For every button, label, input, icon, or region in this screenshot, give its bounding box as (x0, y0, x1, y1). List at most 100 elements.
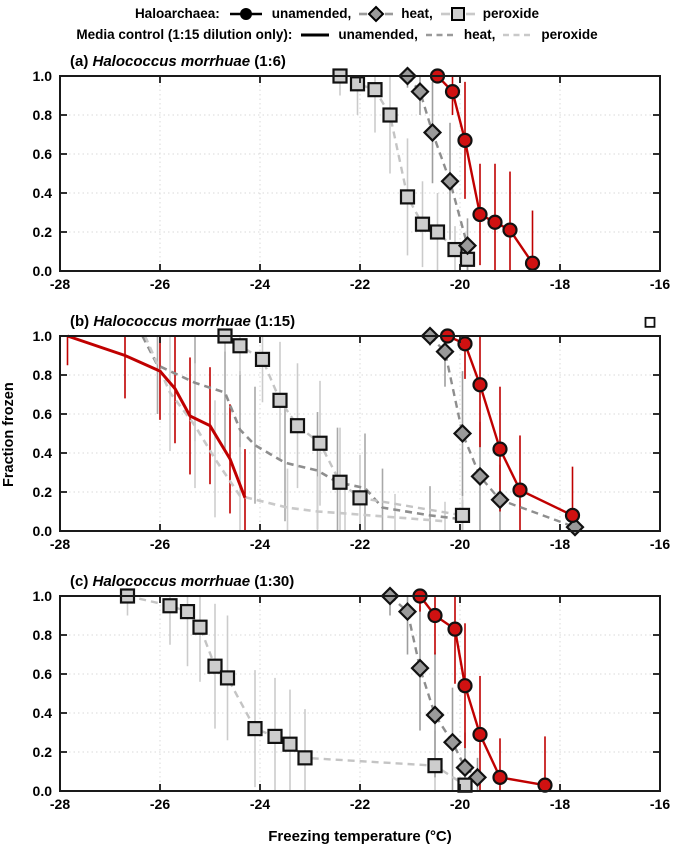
svg-text:1.0: 1.0 (33, 328, 53, 344)
panel-title: (a) Halococcus morrhuae (1:6) (70, 53, 286, 70)
line-media-peroxide (143, 335, 446, 523)
peroxide-point (367, 82, 383, 98)
peroxide-point (162, 598, 178, 614)
y-tick-labels: 0.0 0.2 0.4 0.6 0.8 1.0 (33, 68, 53, 279)
heat-point (457, 236, 478, 256)
unamended-point (502, 222, 518, 238)
unamended-marker-icon (227, 6, 265, 22)
unamended-point (537, 777, 553, 793)
panels: -28 -26 -24 -22 -20 -18 -16 0.0 0.2 0.4 0.6 0.8 1.0 (… (0, 50, 674, 830)
svg-text:0.0: 0.0 (33, 783, 53, 799)
peroxide-point (247, 721, 263, 737)
svg-text:0.8: 0.8 (33, 367, 53, 383)
peroxide-point (312, 435, 328, 451)
legend-label-media-heat: heat, (463, 27, 496, 42)
peroxide-point (297, 750, 313, 766)
svg-text:1.0: 1.0 (33, 588, 53, 604)
peroxide-point (427, 758, 443, 774)
peroxide-point (272, 392, 288, 408)
peroxide-point (232, 338, 248, 354)
peroxide-point (447, 241, 463, 258)
panel-a-chart: -28 -26 -24 -22 -20 -18 -16 0.0 0.2 0.4 0.6 0.8 1.0 (… (33, 53, 671, 292)
line-unamended (419, 595, 546, 787)
line-media-unamended (67, 334, 247, 499)
svg-text:-18: -18 (550, 796, 570, 812)
svg-text:-16: -16 (650, 796, 670, 812)
heat-point (410, 658, 430, 678)
stray-open-square-marker (644, 316, 656, 328)
unamended-point (524, 255, 541, 271)
svg-text:-20: -20 (450, 276, 470, 292)
svg-text:0.0: 0.0 (33, 523, 53, 539)
heat-point (490, 490, 510, 510)
svg-text:0.4: 0.4 (33, 445, 53, 461)
heat-point (470, 466, 490, 486)
heat-point (442, 732, 463, 752)
heat-point (452, 423, 473, 444)
gray-dashed-line-icon (425, 27, 457, 43)
markers-unamended (429, 68, 541, 271)
svg-text:-18: -18 (550, 276, 570, 292)
unamended-point (512, 482, 528, 498)
y-axis-label: Fraction frozen (1, 382, 17, 488)
svg-text:0.4: 0.4 (33, 185, 53, 201)
legend-title-haloarchaea: Haloarchaea: (134, 6, 220, 21)
heat-point (467, 767, 488, 787)
heat-point (435, 342, 455, 362)
line-peroxide (127, 594, 466, 787)
markers-peroxide (217, 328, 471, 523)
panel-title: (b) Halococcus morrhuae (1:15) (70, 313, 295, 330)
legend: Haloarchaea: unamended, heat, peroxide M… (0, 0, 674, 53)
svg-text:-22: -22 (350, 536, 370, 552)
heat-point (397, 602, 418, 622)
svg-text:0.8: 0.8 (33, 107, 53, 123)
heat-point (425, 705, 445, 725)
legend-label-media-unamended: unamended, (338, 27, 418, 42)
peroxide-point (179, 603, 196, 620)
solid-line-icon (299, 27, 331, 43)
x-tick-labels: -28 -26 -24 -22 -20 -18 -16 (50, 276, 670, 292)
svg-text:-24: -24 (250, 536, 270, 552)
svg-text:0.6: 0.6 (33, 406, 53, 422)
light-dashed-line-icon (502, 27, 534, 43)
heat-marker-icon (358, 5, 394, 23)
peroxide-point (414, 216, 431, 232)
markers-heat (397, 66, 478, 256)
unamended-point (447, 621, 463, 637)
svg-text:-26: -26 (150, 536, 170, 552)
peroxide-point (454, 507, 471, 523)
markers-unamended (412, 588, 553, 793)
svg-text:-24: -24 (250, 796, 270, 812)
errorbars-media-heat (156, 336, 464, 531)
heat-point (422, 122, 443, 143)
peroxide-point (382, 107, 398, 123)
peroxide-point (207, 658, 223, 674)
y-tick-labels: 0.0 0.2 0.4 0.6 0.8 1.0 (33, 328, 53, 539)
legend-row-media-control: Media control (1:15 dilution only): unam… (0, 24, 674, 45)
heat-point (440, 171, 460, 191)
markers-peroxide (119, 588, 473, 793)
unamended-point (472, 206, 488, 223)
panel-c-chart: -28 -26 -24 -22 -20 -18 -16 0.0 0.2 0.4 0.6 0.8 1.0 (… (33, 573, 671, 812)
y-tick-labels: 0.0 0.2 0.4 0.6 0.8 1.0 (33, 588, 53, 799)
markers-heat (420, 326, 585, 537)
peroxide-point (254, 351, 271, 368)
gridlines (60, 76, 660, 271)
svg-text:0.2: 0.2 (33, 484, 53, 500)
svg-text:-28: -28 (50, 796, 70, 812)
svg-text:-16: -16 (650, 276, 670, 292)
peroxide-point (332, 474, 348, 490)
unamended-point (492, 441, 508, 457)
tick-marks (59, 595, 661, 792)
errorbars-media-unamended (66, 336, 246, 531)
unamended-point (457, 678, 473, 694)
unamended-point (444, 83, 461, 100)
legend-title-media-control: Media control (1:15 dilution only): (76, 27, 293, 42)
svg-text:-16: -16 (650, 536, 670, 552)
unamended-point (457, 132, 473, 148)
panel-title: (c) Halococcus morrhuae (1:30) (70, 573, 294, 590)
x-axis-label: Freezing temperature (°C) (268, 828, 452, 845)
legend-label-media-peroxide: peroxide (541, 27, 598, 42)
markers-heat (380, 586, 488, 787)
